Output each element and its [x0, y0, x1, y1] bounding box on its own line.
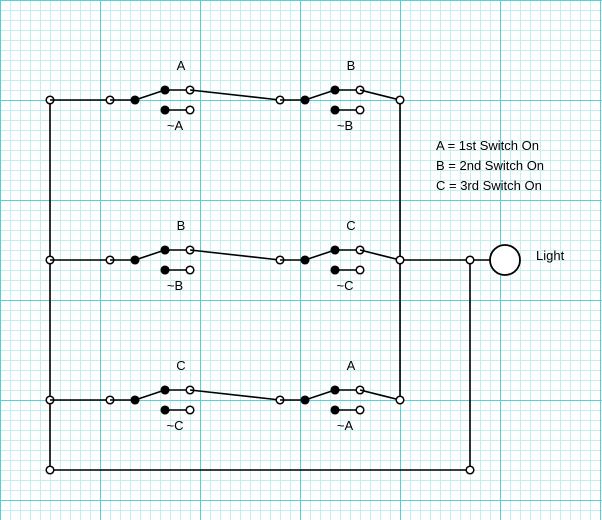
row2-switch1-label: B — [177, 218, 186, 233]
row1-switch1-off-terminal — [185, 105, 195, 115]
row2-switch2-label: C — [346, 218, 355, 233]
legend-item: B = 2nd Switch On — [436, 158, 544, 173]
legend-item: A = 1st Switch On — [436, 138, 539, 153]
row1-right-junction — [395, 95, 405, 105]
row2-switch1-blade — [134, 249, 166, 261]
row1-link-wire — [189, 89, 281, 101]
row3-switch1-not-label: ~C — [167, 418, 184, 433]
row2-switch1-not-label: ~B — [167, 278, 183, 293]
bottom-right-terminal — [465, 465, 475, 475]
row2-switch2-blade — [304, 249, 336, 261]
light-bulb — [489, 244, 521, 276]
row2-output-wire — [359, 249, 401, 261]
row3-switch1-blade — [134, 389, 166, 401]
row2-right-junction — [395, 255, 405, 265]
row1-switch1-blade — [134, 89, 166, 101]
light-junction-terminal — [465, 255, 475, 265]
row1-switch2-not-label: ~B — [337, 118, 353, 133]
row3-switch2-blade — [304, 389, 336, 401]
row1-switch2-label: B — [347, 58, 356, 73]
row1-switch1-label: A — [177, 58, 186, 73]
row3-switch2-not-label: ~A — [337, 418, 354, 433]
row3-switch2-label: A — [347, 358, 356, 373]
row2-link-wire — [189, 249, 281, 261]
row1-switch2-blade — [304, 89, 336, 101]
row3-right-junction — [395, 395, 405, 405]
row1-switch2-off-terminal — [355, 105, 365, 115]
row2-switch1-off-terminal — [185, 265, 195, 275]
row1-switch1-not-label: ~A — [167, 118, 184, 133]
light-label: Light — [536, 248, 565, 263]
row1-output-wire — [359, 89, 401, 101]
row3-switch1-off-terminal — [185, 405, 195, 415]
bottom-left-terminal — [45, 465, 55, 475]
row2-switch2-off-terminal — [355, 265, 365, 275]
row3-output-wire — [359, 389, 401, 401]
row2-switch2-not-label: ~C — [337, 278, 354, 293]
row3-switch1-label: C — [176, 358, 185, 373]
row3-switch2-off-terminal — [355, 405, 365, 415]
row3-link-wire — [189, 389, 281, 401]
legend-item: C = 3rd Switch On — [436, 178, 542, 193]
